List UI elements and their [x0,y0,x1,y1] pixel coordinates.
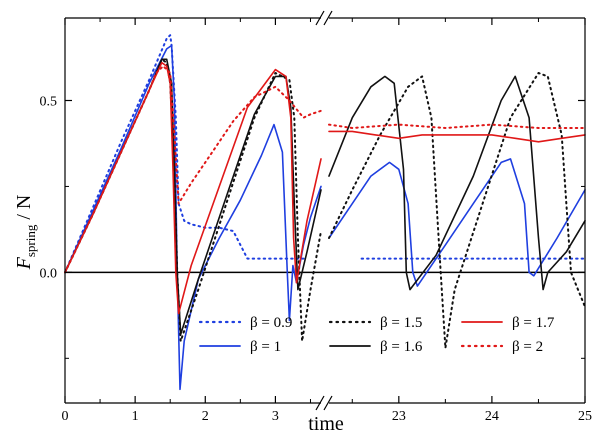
axis-break-mark-bottom-1 [315,395,325,411]
legend-label-1-5: β = 1.5 [380,315,422,331]
y-axis-label: Fspring / N [13,195,38,271]
legend-label-1-7: β = 1.7 [512,315,555,331]
axis-break-mark-bottom-2 [323,395,333,411]
axis-break-mark-top-1 [315,10,325,26]
series-line-1-5-part-1 [64,58,322,343]
plot-frame [64,10,586,411]
y-axis-label-subscript: spring [23,224,38,257]
series-line-1-6-part-2 [328,75,586,291]
y-axis-label-unit: / N [13,195,35,225]
axis-ticks: 0 1 2 3 23 24 250.00.5 [40,18,592,424]
x-tick-label-3: 3 [272,409,279,424]
y-tick-label-0-5: 0.5 [40,95,58,110]
axis-break-mark-top-2 [323,10,333,26]
series-line-1-5-part-2 [328,72,586,349]
x-axis-label: time [308,413,344,435]
x-tick-label-24: 24 [485,409,499,424]
x-tick-label-0: 0 [62,409,69,424]
x-tick-label-2: 2 [202,409,209,424]
legend-label-0-9: β = 0.9 [250,315,292,331]
legend-label-1-6: β = 1.6 [380,339,423,355]
legend-label-2: β = 2 [512,339,543,355]
x-tick-label-1: 1 [132,409,139,424]
x-tick-label-25: 25 [578,409,592,424]
series-line-2-part-2 [328,123,586,129]
legend: β = 0.9 β = 1 β = 1.5 β = 1.6 β = 1.7 β = 2 [198,315,555,355]
legend-label-1: β = 1 [250,339,281,355]
series-line-2-part-1 [64,65,322,274]
plot-marks [64,34,586,391]
y-tick-label-0: 0.0 [40,266,58,281]
x-tick-label-23: 23 [392,409,406,424]
series-line-1-part-2 [328,158,586,287]
y-axis-label-main: F [13,256,35,270]
series-line-1-7-part-2 [328,130,586,143]
